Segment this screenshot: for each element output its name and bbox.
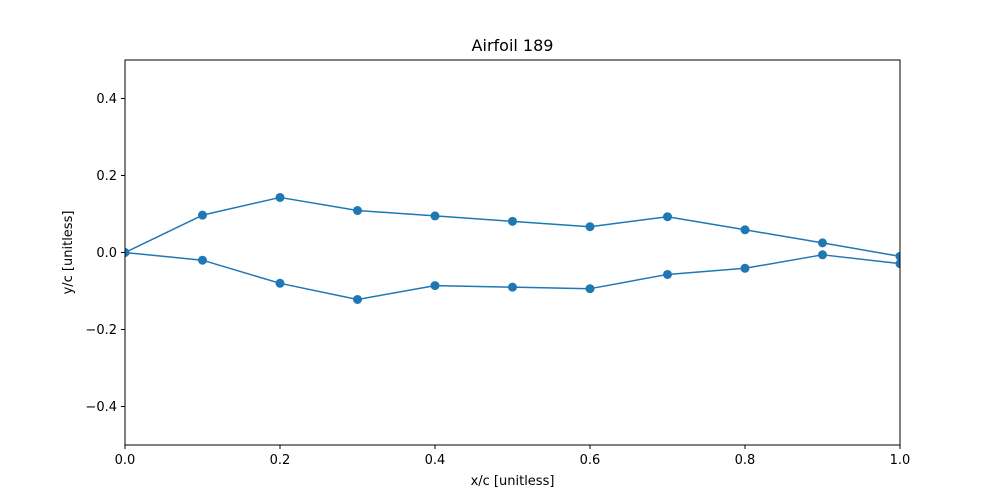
data-point [895,251,900,261]
y-tick-label: 0.4 [96,92,117,107]
axis-ticks: 0.0 0.2 0.4 0.6 0.8 1.0 −0.4 −0.2 0.0 0.2 0.4 [85,92,910,468]
y-tick-label: 0.0 [96,246,117,261]
plot-area [125,192,900,304]
y-tick-label: 0.2 [96,169,117,184]
x-tick-label: 0.8 [735,453,756,468]
data-point [198,210,207,220]
x-tick-label: 0.0 [115,453,136,468]
data-point [740,225,750,235]
data-point [508,216,517,226]
data-point [198,255,207,265]
data-point [663,212,672,222]
data-point [353,206,362,216]
y-tick-label: −0.4 [85,400,117,415]
data-point [585,284,595,294]
y-axis-label: y/c [unitless] [61,211,76,295]
y-tick-label: −0.2 [85,323,117,338]
x-tick-label: 0.2 [270,453,291,468]
airfoil-line [125,196,900,301]
data-point [275,192,285,202]
data-point [430,281,440,291]
x-tick-label: 0.6 [580,453,601,468]
data-point [818,238,827,248]
x-tick-label: 0.4 [425,453,446,468]
data-point [125,248,130,257]
x-tick-label: 1.0 [890,453,911,468]
data-point [353,294,362,304]
data-point [740,263,750,273]
data-point [663,269,672,279]
data-point [818,250,827,260]
axes-frame [124,59,901,446]
data-point [275,278,285,288]
chart-title: Airfoil 189 [472,36,554,55]
data-point [508,282,517,292]
data-point [585,222,595,232]
x-axis-label: x/c [unitless] [471,474,555,489]
data-point [430,211,440,221]
data-point [895,259,900,269]
